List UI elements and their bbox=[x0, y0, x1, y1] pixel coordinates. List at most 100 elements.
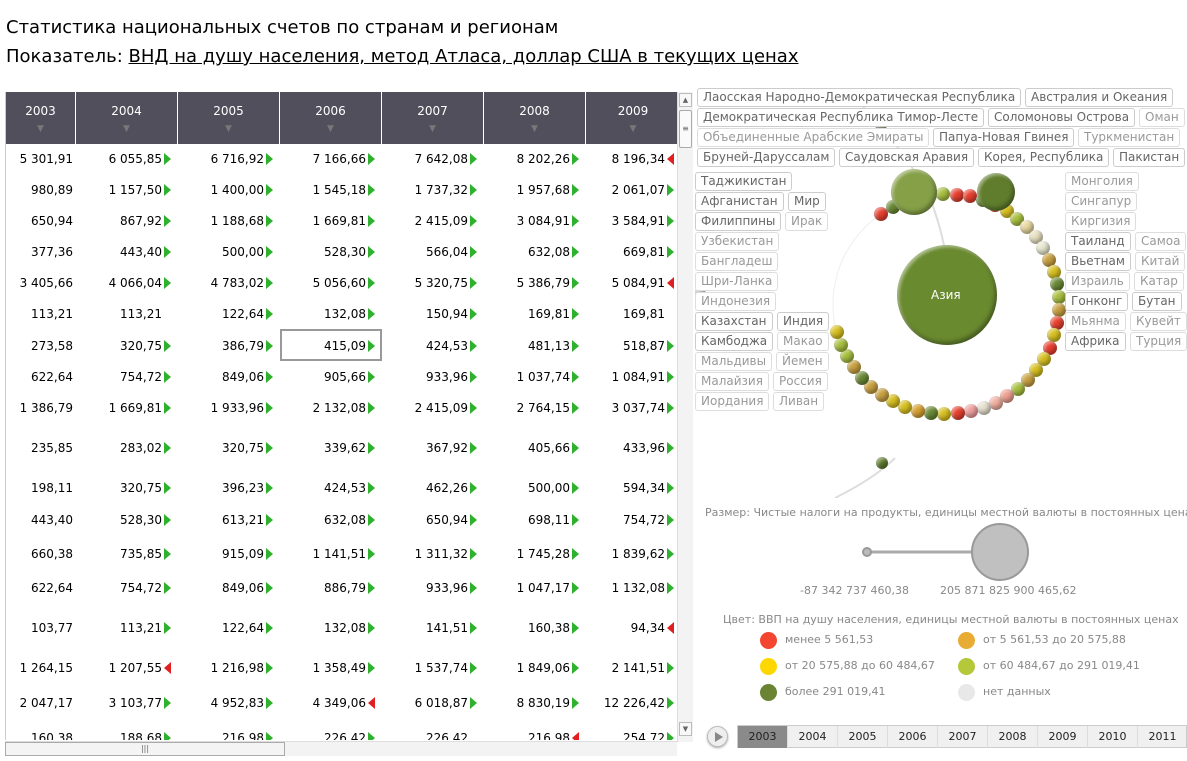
table-cell[interactable]: 1 737,32 bbox=[382, 180, 468, 200]
table-cell[interactable]: 500,00 bbox=[484, 478, 570, 498]
table-cell[interactable]: 12 226,42 bbox=[586, 693, 665, 713]
table-cell[interactable]: 103,77 bbox=[6, 618, 73, 638]
table-cell[interactable]: 6 716,92 bbox=[178, 149, 264, 169]
table-cell[interactable]: 169,81 bbox=[586, 304, 665, 324]
country-bubble[interactable] bbox=[846, 360, 861, 375]
table-cell[interactable]: 122,64 bbox=[178, 618, 264, 638]
table-cell[interactable]: 4 952,83 bbox=[178, 693, 264, 713]
country-bubble[interactable] bbox=[976, 400, 991, 415]
table-cell[interactable]: 3 037,74 bbox=[586, 398, 665, 418]
table-cell[interactable]: 122,64 bbox=[178, 304, 264, 324]
table-cell[interactable]: 660,38 bbox=[6, 544, 73, 564]
table-cell[interactable]: 5 056,60 bbox=[280, 273, 366, 293]
table-cell[interactable]: 566,04 bbox=[382, 242, 468, 262]
table-cell[interactable]: 1 669,81 bbox=[280, 211, 366, 231]
country-bubble[interactable] bbox=[874, 206, 889, 221]
table-cell[interactable]: 1 084,91 bbox=[586, 367, 665, 387]
country-bubble[interactable] bbox=[949, 187, 964, 202]
country-bubble[interactable] bbox=[829, 325, 844, 340]
country-bubble[interactable] bbox=[1036, 352, 1051, 367]
table-cell[interactable]: 754,72 bbox=[586, 510, 665, 530]
filter-icon[interactable]: ▼ bbox=[37, 124, 44, 134]
scroll-thumb[interactable]: ≡ bbox=[679, 110, 692, 148]
filter-icon[interactable]: ▼ bbox=[531, 124, 538, 134]
table-cell[interactable]: 320,75 bbox=[76, 336, 162, 356]
country-bubble[interactable] bbox=[839, 349, 854, 364]
indicator-link[interactable]: ВНД на душу населения, метод Атласа, дол… bbox=[128, 46, 799, 67]
scroll-up-button[interactable]: ▲ bbox=[679, 93, 692, 107]
asia-bubble[interactable] bbox=[897, 245, 997, 345]
table-cell[interactable]: 632,08 bbox=[484, 242, 570, 262]
table-cell[interactable]: 462,26 bbox=[382, 478, 468, 498]
table-cell[interactable]: 386,79 bbox=[178, 336, 264, 356]
table-cell[interactable]: 5 320,75 bbox=[382, 273, 468, 293]
table-cell[interactable]: 622,64 bbox=[6, 578, 73, 598]
country-bubble[interactable] bbox=[1011, 381, 1026, 396]
table-cell[interactable]: 226,42 bbox=[382, 728, 468, 740]
table-cell[interactable]: 8 830,19 bbox=[484, 693, 570, 713]
table-cell[interactable]: 1 037,74 bbox=[484, 367, 570, 387]
table-cell[interactable]: 481,13 bbox=[484, 336, 570, 356]
table-cell[interactable]: 216,98 bbox=[484, 728, 570, 740]
table-cell[interactable]: 5 386,79 bbox=[484, 273, 570, 293]
table-cell[interactable]: 235,85 bbox=[6, 438, 73, 458]
country-bubble[interactable] bbox=[937, 406, 952, 421]
table-cell[interactable]: 1 311,32 bbox=[382, 544, 468, 564]
table-cell[interactable]: 4 783,02 bbox=[178, 273, 264, 293]
scroll-down-button[interactable]: ▼ bbox=[679, 722, 692, 736]
vertical-scrollbar[interactable]: ▲ ≡ ▼ bbox=[677, 92, 693, 742]
table-cell[interactable]: 2 764,15 bbox=[484, 398, 570, 418]
country-bubble[interactable] bbox=[864, 379, 879, 394]
table-cell[interactable]: 132,08 bbox=[280, 304, 366, 324]
country-bubble[interactable] bbox=[1047, 264, 1061, 279]
table-cell[interactable]: 1 669,81 bbox=[76, 398, 162, 418]
table-cell[interactable]: 1 188,68 bbox=[178, 211, 264, 231]
country-bubble[interactable] bbox=[898, 399, 913, 414]
year-2008-button[interactable]: 2008 bbox=[988, 726, 1038, 748]
table-cell[interactable]: 4 349,06 bbox=[280, 693, 366, 713]
table-cell[interactable]: 5 084,91 bbox=[586, 273, 665, 293]
year-2006-button[interactable]: 2006 bbox=[888, 726, 938, 748]
year-2003-button[interactable]: 2003 bbox=[738, 726, 788, 748]
country-bubble[interactable] bbox=[950, 406, 965, 421]
table-cell[interactable]: 735,85 bbox=[76, 544, 162, 564]
year-2010-button[interactable]: 2010 bbox=[1088, 726, 1138, 748]
table-cell[interactable]: 226,42 bbox=[280, 728, 366, 740]
horizontal-scroll-thumb[interactable]: ||| bbox=[5, 742, 285, 756]
table-cell[interactable]: 320,75 bbox=[178, 438, 264, 458]
table-cell[interactable]: 169,81 bbox=[484, 304, 570, 324]
table-cell[interactable]: 113,21 bbox=[76, 304, 162, 324]
table-cell[interactable]: 433,96 bbox=[586, 438, 665, 458]
table-cell[interactable]: 2 415,09 bbox=[382, 398, 468, 418]
table-cell[interactable]: 518,87 bbox=[586, 336, 665, 356]
table-cell[interactable]: 1 386,79 bbox=[6, 398, 73, 418]
table-cell[interactable]: 905,66 bbox=[280, 367, 366, 387]
year-2011-button[interactable]: 2011 bbox=[1138, 726, 1187, 748]
column-header-2006[interactable]: 2006 ▼ bbox=[280, 92, 382, 144]
table-cell[interactable]: 1 157,50 bbox=[76, 180, 162, 200]
table-cell[interactable]: 160,38 bbox=[6, 728, 73, 740]
table-cell[interactable]: 7 166,66 bbox=[280, 149, 366, 169]
table-cell[interactable]: 915,09 bbox=[178, 544, 264, 564]
filter-icon[interactable]: ▼ bbox=[327, 124, 334, 134]
play-button[interactable] bbox=[707, 726, 728, 747]
table-cell[interactable]: 1 264,15 bbox=[6, 658, 73, 678]
table-cell[interactable]: 933,96 bbox=[382, 367, 468, 387]
year-2004-button[interactable]: 2004 bbox=[788, 726, 838, 748]
table-cell[interactable]: 886,79 bbox=[280, 578, 366, 598]
table-cell[interactable]: 1 839,62 bbox=[586, 544, 665, 564]
africa-bubble[interactable] bbox=[876, 457, 888, 469]
table-cell[interactable]: 6 018,87 bbox=[382, 693, 468, 713]
table-cell[interactable]: 2 132,08 bbox=[280, 398, 366, 418]
table-cell[interactable]: 113,21 bbox=[76, 618, 162, 638]
table-cell[interactable]: 254,72 bbox=[586, 728, 665, 740]
country-bubble[interactable] bbox=[886, 394, 901, 409]
table-cell[interactable]: 216,98 bbox=[178, 728, 264, 740]
table-cell[interactable]: 273,58 bbox=[6, 336, 73, 356]
table-cell[interactable]: 320,75 bbox=[76, 478, 162, 498]
table-cell[interactable]: 443,40 bbox=[6, 510, 73, 530]
table-cell[interactable]: 849,06 bbox=[178, 367, 264, 387]
year-timeline[interactable]: 2003 2004 2005 2006 2007 2008 2009 2010 2011 bbox=[737, 725, 1187, 748]
country-bubble[interactable] bbox=[936, 187, 951, 202]
table-cell[interactable]: 849,06 bbox=[178, 578, 264, 598]
